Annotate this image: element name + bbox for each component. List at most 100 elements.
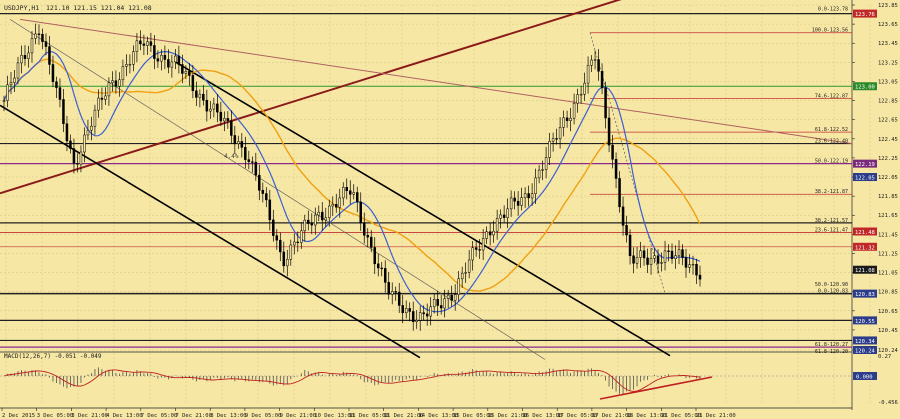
candle-body [160,54,163,62]
candle-body [111,80,114,83]
candle-body [328,205,331,218]
moving-average-fast [3,50,701,313]
price-tick-label: 123.25 [878,60,898,66]
candle-body [618,178,621,208]
candle-body [562,117,565,128]
candle-body [205,99,209,112]
candle-body [86,129,90,136]
candle-body [247,159,251,162]
price-tick-label: 122.65 [878,118,898,124]
candle-body [324,217,328,221]
macd-trendline [599,376,713,400]
time-tick-label: 14 Dec 13:00 [418,413,458,419]
candle-body [275,235,279,241]
time-tick-label: 18 Dec 13:00 [627,413,667,419]
candle-body [226,118,230,121]
candle-body [541,169,544,171]
price-tick-label: 123.85 [878,3,898,9]
price-tick-label: 123.05 [878,79,898,85]
candle-body [41,34,44,42]
macd-panel: 0.27 0.000 -0.456 [0,354,898,406]
candle-body [188,71,191,76]
price-tag [853,9,877,18]
candle-body [397,291,401,306]
candle-body [569,117,572,121]
candle-body [509,197,513,210]
candle-body [663,250,667,263]
fib-label: 0.0-120.83 [818,289,848,295]
candle-body [590,59,593,66]
candle-body [467,259,471,273]
candle-body [481,238,485,251]
candle-body [376,263,380,269]
price-tick-label: 121.25 [878,251,898,257]
candle-body [16,62,20,79]
time-tick-label: 3 Dec 05:00 [37,413,73,419]
time-tick-label: 21 Dec 21:00 [696,413,736,419]
price-tag-label: 120.24 [855,349,876,355]
time-tick-label: 17 Dec 05:00 [557,413,597,419]
fib-label: 61.8-122.52 [815,127,848,133]
candle-body [548,140,551,158]
candle-body [439,305,443,309]
macd-axis-top: 0.27 [878,354,891,360]
candle-body [114,80,118,87]
candle-body [646,257,649,265]
candle-body [698,274,702,280]
fib-label: 74.6-122.87 [815,94,848,100]
candle-body [572,102,576,119]
candle-body [279,239,282,253]
candle-body [251,161,254,163]
candle-body [415,320,418,322]
candle-body [317,211,321,216]
candle-body [237,141,240,145]
price-tick-label: 122.05 [878,175,898,181]
candle-body [418,312,422,321]
candle-body [506,208,509,218]
time-tick-label: 7 Dec 05:00 [141,413,177,419]
candle-body [653,255,656,259]
candle-body [261,190,265,194]
candle-body [670,250,674,259]
candle-body [93,109,97,127]
candle-body [240,141,244,148]
price-tick-label: 121.65 [878,213,898,219]
price-tick-label: 121.85 [878,194,898,200]
price-tick-label: 120.85 [878,290,898,296]
candle-body [216,103,219,113]
candle-body [76,163,79,165]
fib-label: 23.6-122.40 [815,139,848,145]
candle-body [583,82,586,95]
price-tick-label: 121.05 [878,271,898,277]
price-tag [853,289,877,298]
candle-body [530,193,534,199]
candle-body [387,282,390,295]
candle-body [44,41,48,47]
candle-body [394,291,397,293]
candle-body [471,247,474,261]
candle-body [660,262,663,264]
candle-body [614,159,618,179]
candle-body [212,103,216,110]
candle-body [202,93,205,101]
candle-body [83,134,86,153]
horizontal-levels[interactable] [0,13,852,348]
candle-body [58,87,62,100]
candle-body [100,97,104,100]
candle-body [674,255,677,259]
rising-trendline [0,0,622,195]
candle-body [331,204,335,207]
moving-averages [3,50,701,313]
fib-label: 50.0-122.19 [815,159,848,165]
candle-body [534,177,537,194]
candle-body [335,204,338,208]
candle-body [551,138,555,142]
falling-trendline [19,18,853,145]
candle-body [37,33,41,35]
candle-body [338,197,342,208]
candle-body [635,257,639,264]
candle-body [579,94,583,96]
candle-body [51,64,55,83]
candle-body [443,298,446,309]
